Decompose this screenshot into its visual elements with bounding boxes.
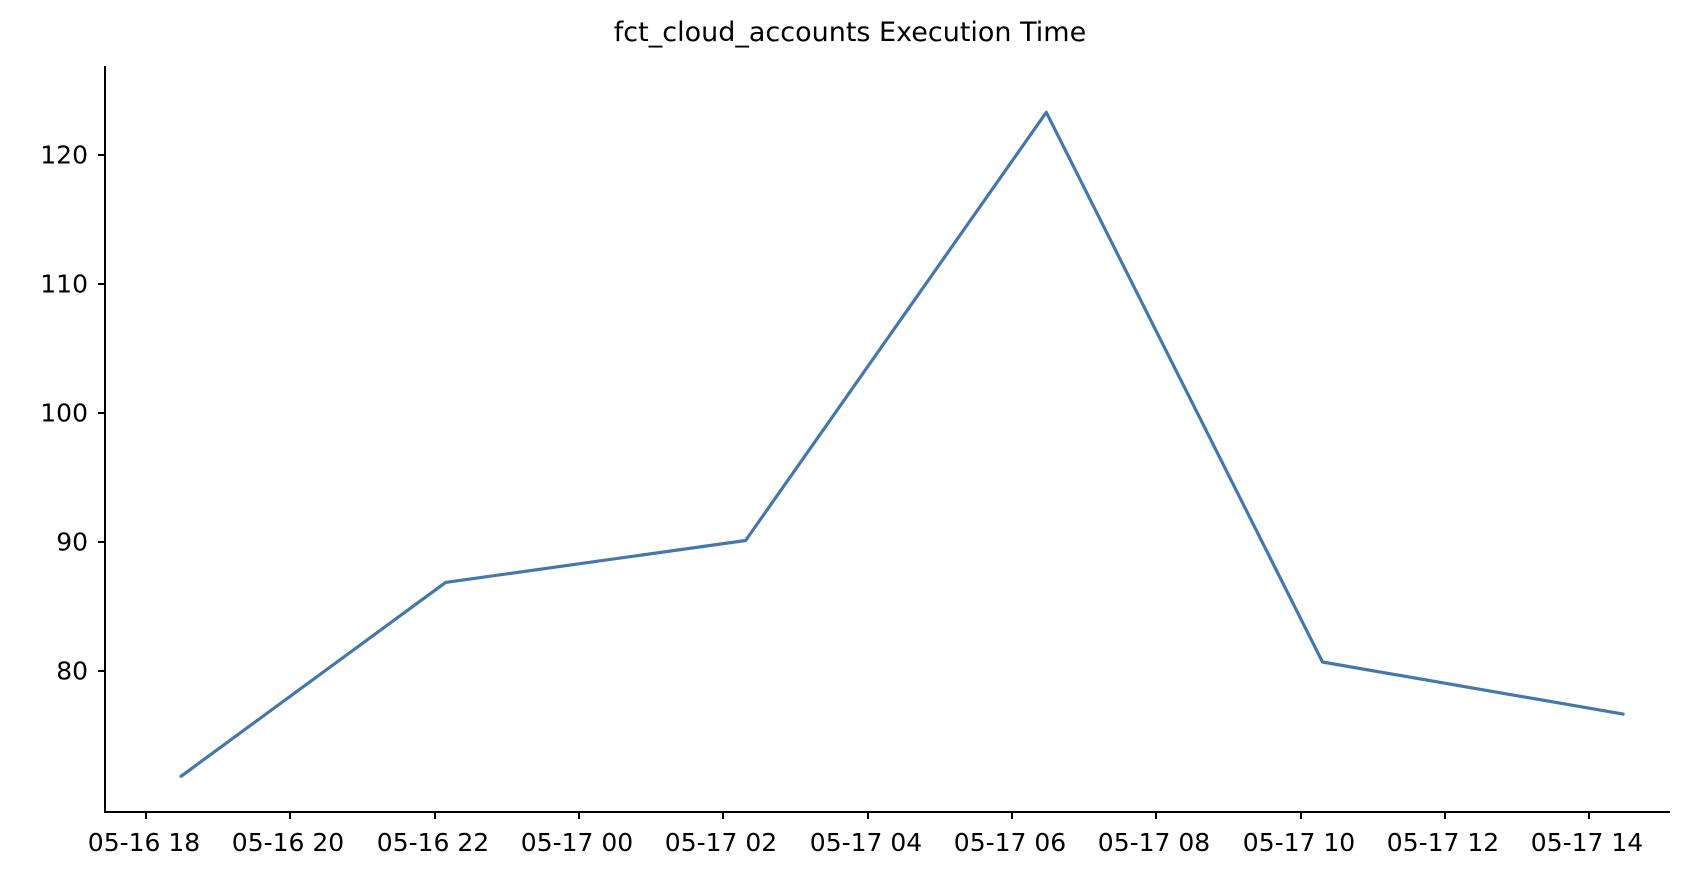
x-tick-mark — [145, 811, 148, 819]
y-tick-label: 100 — [40, 398, 88, 428]
x-tick-mark — [1155, 811, 1158, 819]
y-tick-mark — [98, 670, 106, 673]
chart-title: fct_cloud_accounts Execution Time — [613, 17, 1087, 48]
y-tick-mark — [98, 541, 106, 544]
y-tick-label: 110 — [40, 269, 88, 299]
y-tick-mark — [98, 412, 106, 415]
x-tick-mark — [1444, 811, 1447, 819]
x-tick-label: 05-17 12 — [1386, 828, 1500, 857]
x-tick-mark — [722, 811, 725, 819]
x-tick-mark — [289, 811, 292, 819]
x-tick-label: 05-17 06 — [953, 828, 1067, 857]
y-tick-label: 80 — [56, 656, 88, 686]
line-chart-svg — [179, 110, 1625, 778]
y-tick-label: 90 — [56, 527, 88, 557]
x-tick-mark — [867, 811, 870, 819]
x-tick-label: 05-17 04 — [809, 828, 923, 857]
plot-area — [98, 66, 1670, 819]
x-tick-mark — [434, 811, 437, 819]
y-tick-mark — [98, 283, 106, 286]
x-tick-mark — [578, 811, 581, 819]
x-tick-mark — [1300, 811, 1303, 819]
x-tick-mark — [1011, 811, 1014, 819]
x-tick-label: 05-16 20 — [231, 828, 345, 857]
x-tick-mark — [1588, 811, 1591, 819]
x-tick-label: 05-16 18 — [87, 828, 201, 857]
x-tick-label: 05-16 22 — [376, 828, 490, 857]
y-tick-mark — [98, 154, 106, 157]
x-tick-label: 05-17 14 — [1530, 828, 1644, 857]
x-tick-label: 05-17 08 — [1097, 828, 1211, 857]
x-tick-label: 05-17 10 — [1242, 828, 1356, 857]
x-tick-label: 05-17 00 — [520, 828, 634, 857]
execution-time-line — [179, 110, 1625, 778]
x-tick-label: 05-17 02 — [664, 828, 778, 857]
y-tick-label: 120 — [40, 140, 88, 170]
